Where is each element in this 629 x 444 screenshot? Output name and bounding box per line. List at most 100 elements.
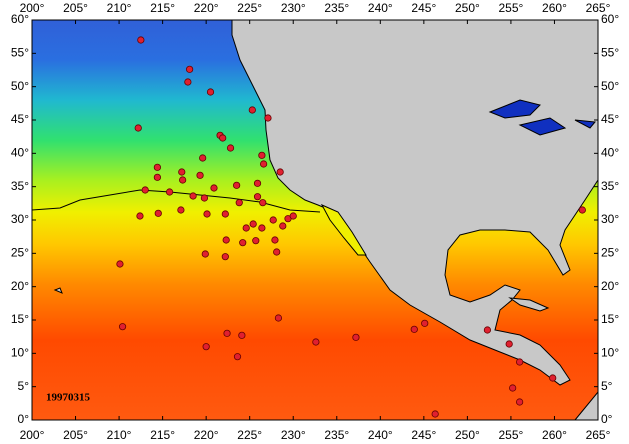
observation-point xyxy=(154,209,162,217)
cuba xyxy=(508,297,550,312)
observation-point xyxy=(137,36,145,44)
observation-point xyxy=(312,338,320,346)
observation-point xyxy=(136,212,144,220)
observation-point xyxy=(274,314,283,322)
observation-point xyxy=(178,168,186,176)
observation-point xyxy=(258,151,266,159)
observation-point xyxy=(276,168,284,176)
y-tick-label: 35° xyxy=(601,179,619,193)
x-tick-label: 200° xyxy=(20,1,45,15)
great-lakes xyxy=(488,99,596,136)
observation-point xyxy=(153,173,161,181)
x-tick-label: 225° xyxy=(237,428,262,442)
y-tick-label: 55° xyxy=(601,46,619,60)
x-tick-label: 255° xyxy=(499,1,524,15)
hawaii xyxy=(53,287,63,294)
observation-point xyxy=(260,160,268,168)
observation-point xyxy=(179,176,187,184)
x-tick-label: 200° xyxy=(20,428,45,442)
x-tick-label: 235° xyxy=(324,428,349,442)
x-tick-label: 210° xyxy=(107,428,132,442)
date-label: 19970315 xyxy=(46,392,91,404)
y-tick-label: 10° xyxy=(11,346,29,360)
observation-point xyxy=(483,326,492,334)
observation-point xyxy=(259,199,267,207)
observation-point xyxy=(509,384,517,392)
observation-point xyxy=(238,331,246,339)
observation-point xyxy=(410,325,418,333)
observation-point xyxy=(153,163,161,171)
observation-point xyxy=(271,236,279,244)
observation-point xyxy=(248,106,256,114)
x-tick-label: 260° xyxy=(542,1,567,15)
y-tick-label: 45° xyxy=(601,112,619,126)
y-tick-label: 40° xyxy=(601,146,619,160)
observation-point xyxy=(177,206,185,214)
observation-point xyxy=(210,184,218,192)
observation-point xyxy=(273,248,281,256)
observation-point xyxy=(258,224,266,232)
observation-point xyxy=(516,398,524,406)
x-tick-label: 245° xyxy=(411,1,436,15)
y-tick-label: 60° xyxy=(11,12,29,26)
y-tick-label: 30° xyxy=(601,212,619,226)
y-tick-label: 45° xyxy=(11,112,29,126)
observation-point xyxy=(235,199,243,207)
observation-point xyxy=(189,192,197,200)
x-tick-label: 250° xyxy=(455,428,480,442)
x-tick-label: 215° xyxy=(150,1,175,15)
observation-point xyxy=(269,216,277,224)
observation-point xyxy=(221,253,229,261)
observation-point xyxy=(264,114,272,122)
x-tick-label: 220° xyxy=(194,428,219,442)
observation-point xyxy=(219,134,227,142)
x-tick-label: 230° xyxy=(281,428,306,442)
y-tick-label: 5° xyxy=(601,379,613,393)
observation-point xyxy=(184,78,192,86)
observation-point xyxy=(221,210,229,218)
x-tick-label: 255° xyxy=(499,428,524,442)
y-tick-label: 30° xyxy=(11,212,29,226)
y-tick-label: 5° xyxy=(18,379,30,393)
observation-point xyxy=(352,333,360,341)
x-tick-label: 240° xyxy=(368,1,393,15)
observation-point xyxy=(289,212,297,220)
x-tick-label: 225° xyxy=(237,1,262,15)
x-tick-label: 230° xyxy=(281,1,306,15)
x-tick-label: 240° xyxy=(368,428,393,442)
observation-point xyxy=(165,188,174,196)
observation-point xyxy=(199,154,207,162)
observation-point xyxy=(203,210,211,218)
observation-point xyxy=(134,124,142,132)
y-tick-label: 20° xyxy=(11,279,29,293)
observation-point xyxy=(242,224,250,232)
y-tick-label: 0° xyxy=(18,412,30,426)
observation-point xyxy=(239,239,247,247)
observation-point xyxy=(249,220,257,228)
y-tick-label: 15° xyxy=(601,312,619,326)
observation-point xyxy=(201,250,209,258)
observation-point xyxy=(141,186,149,194)
x-tick-label: 245° xyxy=(411,428,436,442)
observation-point xyxy=(431,410,439,418)
y-tick-label: 60° xyxy=(601,12,619,26)
x-tick-label: 250° xyxy=(455,1,480,15)
observation-point xyxy=(516,358,524,366)
observation-point xyxy=(202,343,210,351)
observation-point xyxy=(505,340,513,348)
x-tick-label: 265° xyxy=(586,1,611,15)
y-tick-label: 20° xyxy=(601,279,619,293)
observation-point xyxy=(222,236,230,244)
observation-point xyxy=(252,237,260,245)
observation-point xyxy=(116,260,124,268)
observation-point xyxy=(196,171,204,179)
x-tick-label: 265° xyxy=(586,428,611,442)
x-tick-label: 260° xyxy=(542,428,567,442)
y-tick-label: 40° xyxy=(11,146,29,160)
x-tick-label: 235° xyxy=(324,1,349,15)
observation-point xyxy=(253,179,262,187)
x-tick-label: 205° xyxy=(63,428,88,442)
y-tick-label: 35° xyxy=(11,179,29,193)
y-tick-label: 50° xyxy=(601,79,619,93)
